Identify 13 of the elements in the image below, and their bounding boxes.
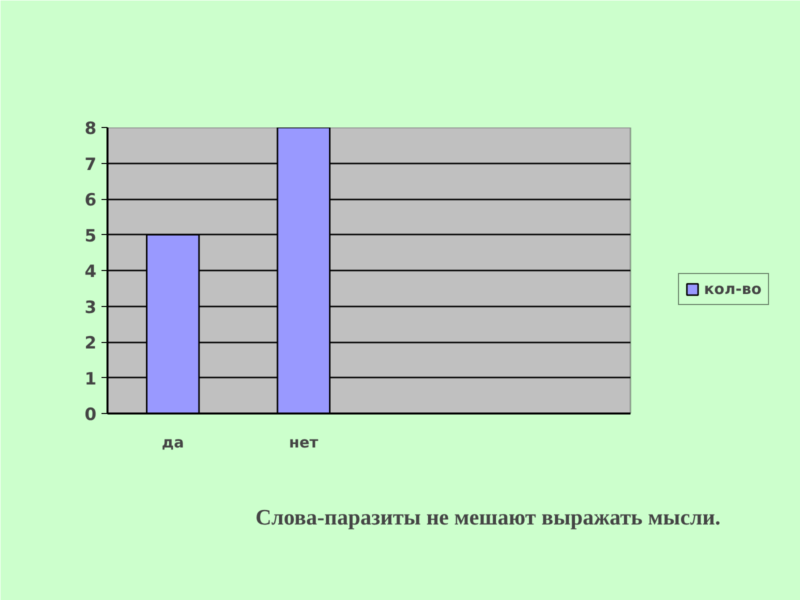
y-tick-label: 7 (84, 154, 97, 175)
y-tick-label: 1 (84, 369, 97, 390)
y-tick-label: 0 (84, 405, 97, 425)
x-tick-label: да (162, 434, 184, 452)
y-tick-label: 5 (84, 226, 97, 246)
y-tick-label: 6 (84, 190, 97, 210)
legend-label: кол-во (704, 280, 762, 298)
x-tick-label: нет (289, 434, 319, 452)
y-tick-label: 2 (84, 334, 97, 354)
y-tick-label: 3 (84, 298, 97, 318)
y-tick-label: 8 (84, 119, 97, 139)
text: Слова-паразиты не мешают выражать мысли. (256, 504, 721, 530)
y-tick-label: 4 (84, 262, 97, 282)
